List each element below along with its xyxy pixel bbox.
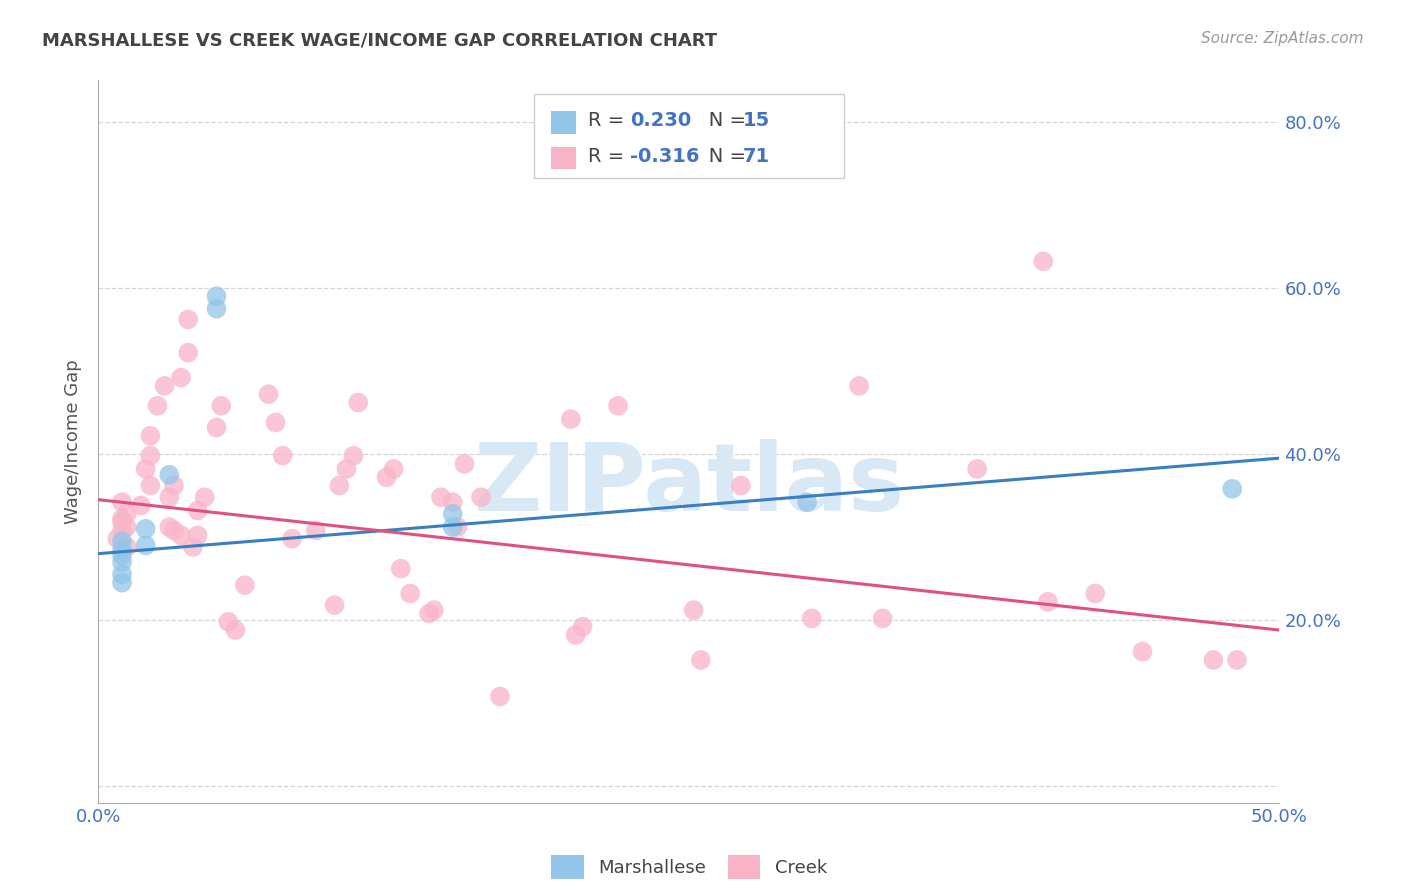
Point [111, 495, 134, 509]
Point [111, 512, 134, 526]
Point [115, 520, 138, 534]
Point [382, 462, 405, 476]
Point [323, 598, 346, 612]
Point [170, 370, 193, 384]
Point [375, 470, 398, 484]
Point [129, 499, 152, 513]
Point [257, 387, 280, 401]
Point [135, 538, 157, 552]
Point [187, 503, 209, 517]
Point [800, 611, 823, 625]
Point [281, 532, 304, 546]
Text: R =: R = [588, 146, 630, 166]
Point [872, 611, 894, 625]
Text: MARSHALLESE VS CREEK WAGE/INCOME GAP CORRELATION CHART: MARSHALLESE VS CREEK WAGE/INCOME GAP COR… [42, 31, 717, 49]
Point [730, 478, 752, 492]
Point [347, 395, 370, 409]
Point [115, 540, 138, 554]
Point [271, 449, 294, 463]
Point [205, 420, 228, 434]
Text: 71: 71 [742, 146, 769, 166]
Point [224, 623, 246, 637]
Point [441, 507, 464, 521]
Point [111, 567, 134, 582]
Text: N =: N = [690, 146, 752, 166]
Point [418, 607, 440, 621]
Point [135, 462, 157, 476]
Point [157, 490, 180, 504]
Text: ZIPatlas: ZIPatlas [474, 439, 904, 531]
Point [157, 467, 180, 482]
Point [181, 540, 204, 554]
Point [489, 690, 512, 704]
Point [682, 603, 704, 617]
Point [328, 478, 350, 492]
Point [111, 575, 134, 590]
Point [233, 578, 256, 592]
Point [139, 478, 162, 492]
Point [163, 524, 186, 538]
Text: 0.230: 0.230 [630, 111, 692, 130]
Point [441, 495, 464, 509]
Text: Source: ZipAtlas.com: Source: ZipAtlas.com [1201, 31, 1364, 46]
Point [389, 561, 412, 575]
Point [399, 586, 422, 600]
Legend: Marshallese, Creek: Marshallese, Creek [543, 847, 835, 888]
Point [1036, 595, 1059, 609]
Point [135, 522, 157, 536]
Point [1032, 254, 1054, 268]
Point [170, 528, 193, 542]
Point [205, 301, 228, 316]
Point [177, 312, 200, 326]
Point [342, 449, 364, 463]
Point [157, 520, 180, 534]
Text: R =: R = [588, 111, 630, 130]
Point [177, 345, 200, 359]
Point [111, 524, 134, 538]
Point [470, 490, 492, 504]
Point [560, 412, 582, 426]
Point [264, 416, 287, 430]
Point [146, 399, 169, 413]
Text: -0.316: -0.316 [630, 146, 699, 166]
Point [163, 478, 186, 492]
Point [966, 462, 988, 476]
Point [441, 520, 464, 534]
Point [423, 603, 446, 617]
Point [1084, 586, 1107, 600]
Point [153, 379, 176, 393]
Point [111, 515, 134, 529]
Point [139, 428, 162, 442]
Point [1226, 653, 1249, 667]
Point [571, 620, 593, 634]
Point [105, 532, 128, 546]
Point [111, 534, 134, 549]
Point [1132, 645, 1154, 659]
Y-axis label: Wage/Income Gap: Wage/Income Gap [65, 359, 83, 524]
Point [564, 628, 586, 642]
Point [111, 555, 134, 569]
Point [1202, 653, 1225, 667]
Point [194, 490, 217, 504]
Point [305, 524, 328, 538]
Point [335, 462, 357, 476]
Point [209, 399, 232, 413]
Point [689, 653, 711, 667]
Point [139, 449, 162, 463]
Text: 15: 15 [742, 111, 769, 130]
Text: N =: N = [690, 111, 752, 130]
Point [453, 457, 475, 471]
Point [848, 379, 870, 393]
Point [1220, 482, 1243, 496]
Point [607, 399, 630, 413]
Point [217, 615, 239, 629]
Point [205, 289, 228, 303]
Point [111, 542, 134, 557]
Point [187, 528, 209, 542]
Point [430, 490, 453, 504]
Point [446, 520, 468, 534]
Point [111, 549, 134, 563]
Point [796, 495, 818, 509]
Point [115, 507, 138, 521]
